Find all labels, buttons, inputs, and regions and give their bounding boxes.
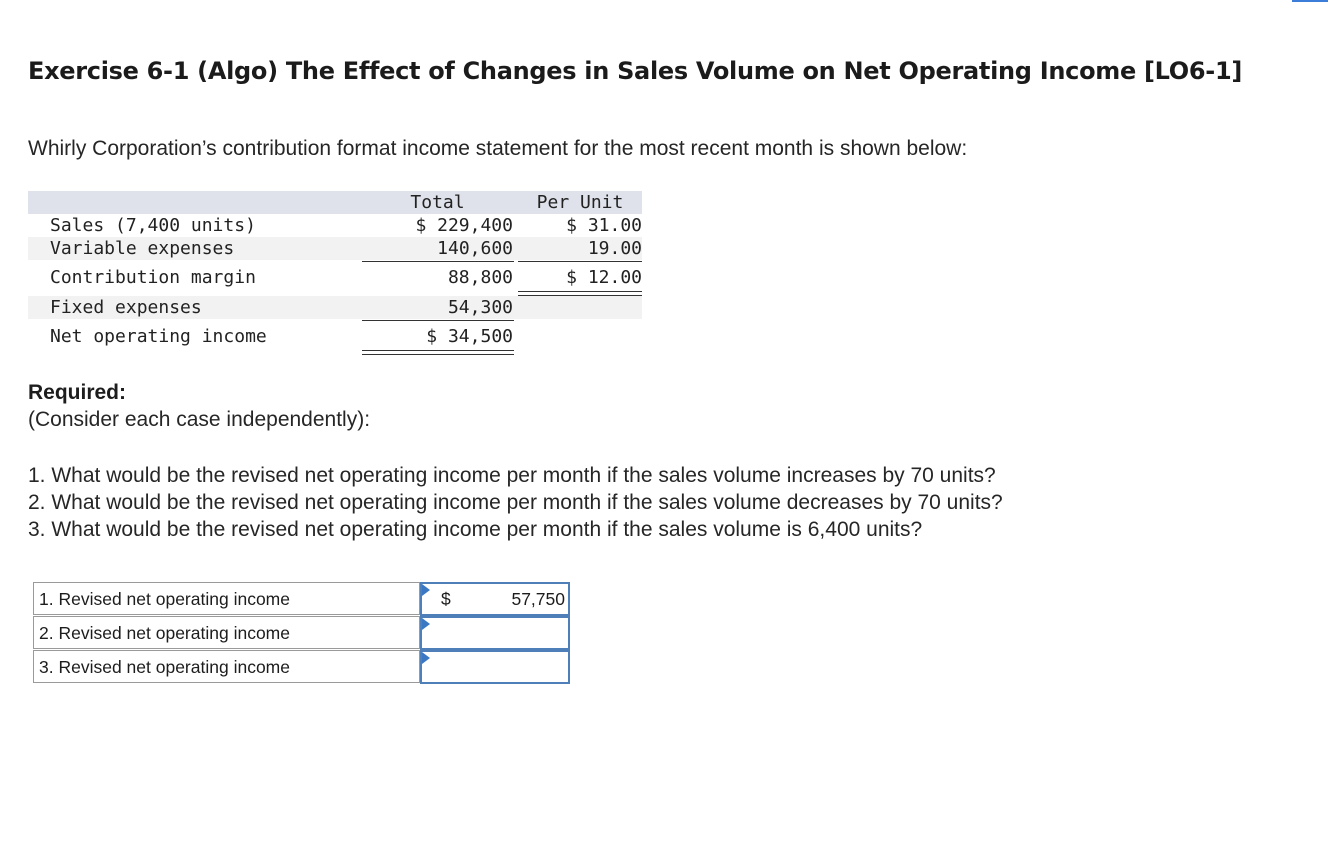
header-per-unit: Per Unit bbox=[536, 192, 624, 213]
required-heading: Required: bbox=[28, 381, 127, 404]
row-per-unit: $ 12.00 bbox=[566, 267, 642, 288]
statement-row-variable-expenses: Variable expenses 140,600 19.00 bbox=[28, 237, 642, 260]
subtotal-rule-total bbox=[362, 261, 514, 262]
required-note: (Consider each case independently): bbox=[28, 408, 371, 431]
row-label: Fixed expenses bbox=[50, 297, 202, 318]
double-rule-total bbox=[362, 350, 514, 355]
answer-label: 2. Revised net operating income bbox=[33, 616, 420, 649]
answer-row-1: 1. Revised net operating income $ 57,750 bbox=[33, 582, 570, 616]
row-total: 54,300 bbox=[447, 297, 513, 318]
currency-symbol: $ bbox=[441, 589, 451, 609]
header-total: Total bbox=[410, 192, 465, 213]
double-rule-per-unit bbox=[518, 291, 642, 296]
answer-value: 57,750 bbox=[511, 589, 565, 609]
answer-row-3: 3. Revised net operating income bbox=[33, 650, 570, 684]
question-list: 1. What would be the revised net operati… bbox=[28, 462, 1003, 543]
row-total: $ 34,500 bbox=[426, 326, 513, 347]
answer-input-2[interactable] bbox=[420, 616, 570, 650]
intro-text: Whirly Corporation’s contribution format… bbox=[28, 137, 968, 160]
question-item: 2. What would be the revised net operati… bbox=[28, 491, 1003, 514]
row-total: 88,800 bbox=[447, 267, 513, 288]
statement-row-net-operating-income: Net operating income $ 34,500 bbox=[28, 325, 642, 348]
question-item: 1. What would be the revised net operati… bbox=[28, 464, 996, 487]
subtotal-rule-total-2 bbox=[362, 320, 514, 321]
statement-header-row: Total Per Unit bbox=[28, 191, 642, 214]
answer-input-3[interactable] bbox=[420, 650, 570, 684]
statement-row-fixed-expenses: Fixed expenses 54,300 bbox=[28, 296, 642, 319]
row-per-unit: $ 31.00 bbox=[566, 215, 642, 236]
flag-icon bbox=[422, 652, 430, 664]
flag-icon bbox=[422, 584, 430, 596]
row-total: 140,600 bbox=[437, 238, 513, 259]
statement-row-contribution-margin: Contribution margin 88,800 $ 12.00 bbox=[28, 266, 642, 289]
answer-label: 3. Revised net operating income bbox=[33, 650, 420, 683]
row-per-unit: 19.00 bbox=[587, 238, 642, 259]
row-total: $ 229,400 bbox=[415, 215, 513, 236]
exercise-title: Exercise 6-1 (Algo) The Effect of Change… bbox=[28, 57, 1243, 85]
answer-label: 1. Revised net operating income bbox=[33, 582, 420, 615]
question-item: 3. What would be the revised net operati… bbox=[28, 518, 923, 541]
subtotal-rule-per-unit bbox=[518, 261, 642, 262]
row-label: Variable expenses bbox=[50, 238, 235, 259]
flag-icon bbox=[422, 618, 430, 630]
answer-row-2: 2. Revised net operating income bbox=[33, 616, 570, 650]
row-label: Sales (7,400 units) bbox=[50, 215, 256, 236]
top-right-accent bbox=[1292, 0, 1328, 2]
row-label: Contribution margin bbox=[50, 267, 256, 288]
statement-row-sales: Sales (7,400 units) $ 229,400 $ 31.00 bbox=[28, 214, 642, 237]
row-label: Net operating income bbox=[50, 326, 267, 347]
answer-input-1[interactable]: $ 57,750 bbox=[420, 582, 570, 616]
